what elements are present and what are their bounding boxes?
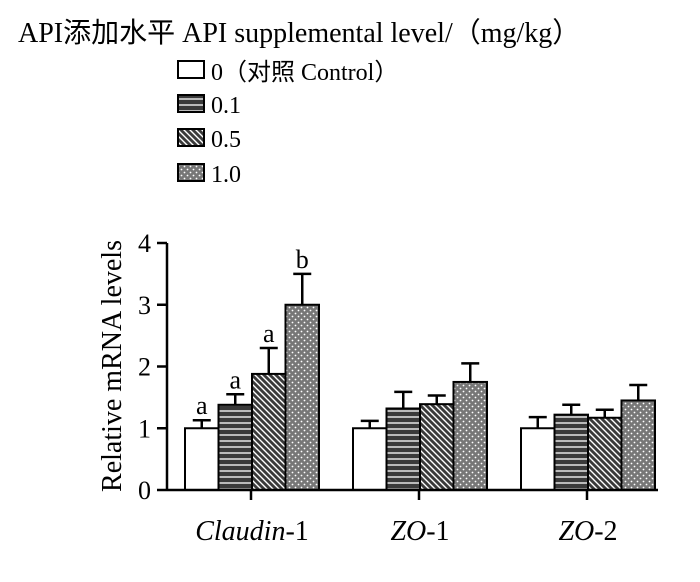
bar bbox=[352, 427, 388, 491]
legend-label-1-0: 1.0 bbox=[211, 162, 241, 188]
significance-label: a bbox=[229, 365, 241, 394]
y-tick-label: 3 bbox=[138, 291, 151, 320]
legend-item: 1.0 bbox=[177, 162, 241, 188]
y-tick-label: 1 bbox=[138, 414, 151, 443]
legend-item: 0.1 bbox=[177, 93, 241, 119]
bar bbox=[587, 416, 623, 491]
legend-item: 0（对照 Control） bbox=[177, 59, 398, 86]
bar bbox=[553, 413, 589, 492]
legend-swatch-0-5 bbox=[177, 128, 205, 147]
legend-swatch-1-0 bbox=[177, 163, 205, 182]
x-tick-label: Claudin-1 bbox=[195, 516, 309, 547]
bar bbox=[284, 303, 320, 491]
legend-label-0-1: 0.1 bbox=[211, 93, 241, 119]
x-tick-label: ZO-2 bbox=[558, 516, 617, 547]
y-axis-label: Relative mRNA levels bbox=[97, 240, 128, 492]
bar bbox=[452, 380, 488, 491]
bar bbox=[217, 403, 253, 491]
bar bbox=[385, 407, 421, 491]
legend-label-control: 0（对照 Control） bbox=[211, 59, 398, 86]
y-tick-label: 4 bbox=[138, 229, 151, 258]
significance-label: a bbox=[196, 391, 208, 420]
legend-swatch-0-1 bbox=[177, 94, 205, 113]
legend-label-0-5: 0.5 bbox=[211, 127, 241, 153]
legend-swatch-control bbox=[177, 60, 205, 79]
significance-label: b bbox=[296, 245, 309, 274]
legend-title: API添加水平 API supplemental level/（mg/kg） bbox=[18, 17, 580, 49]
bar bbox=[520, 427, 556, 491]
y-tick-label: 0 bbox=[138, 476, 151, 505]
x-tick-label: ZO-1 bbox=[390, 516, 449, 547]
bar bbox=[419, 403, 455, 492]
bar bbox=[251, 372, 287, 491]
legend: 0（对照 Control） 0.1 0.5 1.0 bbox=[177, 59, 398, 188]
y-tick-label: 2 bbox=[138, 353, 151, 382]
legend-item: 0.5 bbox=[177, 127, 241, 153]
bar bbox=[184, 427, 220, 491]
significance-label: a bbox=[263, 319, 275, 348]
bar bbox=[620, 399, 656, 491]
